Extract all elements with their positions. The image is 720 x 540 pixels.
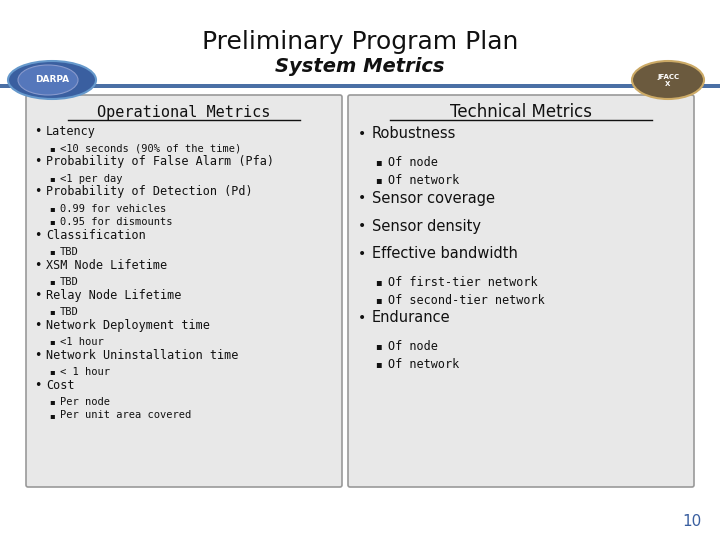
Text: Operational Metrics: Operational Metrics [97, 105, 271, 119]
Text: Of first-tier network: Of first-tier network [388, 275, 538, 288]
Text: Technical Metrics: Technical Metrics [450, 103, 592, 121]
Text: 0.95 for dismounts: 0.95 for dismounts [60, 217, 173, 227]
Text: DARPA: DARPA [35, 76, 69, 84]
Text: Per node: Per node [60, 397, 110, 407]
Text: •: • [35, 125, 42, 138]
Text: •: • [35, 259, 42, 272]
Text: •: • [35, 229, 42, 242]
Ellipse shape [632, 61, 704, 99]
Text: 10: 10 [683, 515, 702, 530]
Bar [0, 84, 720, 88]
Text: ▪: ▪ [49, 278, 55, 287]
Text: <10 seconds (90% of the time): <10 seconds (90% of the time) [60, 144, 241, 153]
Text: Probability of Detection (Pd): Probability of Detection (Pd) [46, 186, 253, 199]
Text: •: • [358, 247, 366, 261]
Text: Robustness: Robustness [372, 126, 456, 141]
Text: Per unit area covered: Per unit area covered [60, 410, 192, 421]
Text: Sensor density: Sensor density [372, 219, 481, 233]
Text: •: • [35, 289, 42, 302]
Text: ▪: ▪ [49, 307, 55, 316]
Text: Endurance: Endurance [372, 310, 451, 326]
Text: ▪: ▪ [49, 174, 55, 183]
Text: •: • [35, 319, 42, 332]
Text: Of network: Of network [388, 173, 459, 186]
Text: ▪: ▪ [49, 338, 55, 347]
Text: Cost: Cost [46, 379, 74, 392]
Text: ▪: ▪ [49, 397, 55, 407]
Text: •: • [35, 156, 42, 168]
Text: ▪: ▪ [374, 341, 382, 351]
Ellipse shape [18, 65, 78, 95]
Text: ▪: ▪ [49, 368, 55, 376]
Text: •: • [358, 219, 366, 233]
Text: 0.99 for vehicles: 0.99 for vehicles [60, 204, 166, 213]
Text: •: • [35, 349, 42, 362]
Text: •: • [358, 127, 366, 141]
Text: Of node: Of node [388, 340, 438, 353]
Text: TBD: TBD [60, 247, 78, 257]
FancyBboxPatch shape [26, 95, 342, 487]
Text: Classification: Classification [46, 229, 145, 242]
Text: •: • [35, 379, 42, 392]
Text: Probability of False Alarm (Pfa): Probability of False Alarm (Pfa) [46, 156, 274, 168]
Text: Latency: Latency [46, 125, 96, 138]
Text: Effective bandwidth: Effective bandwidth [372, 246, 518, 261]
Text: ▪: ▪ [374, 157, 382, 167]
Text: •: • [358, 311, 366, 325]
Text: Relay Node Lifetime: Relay Node Lifetime [46, 289, 181, 302]
Text: TBD: TBD [60, 277, 78, 287]
Text: ▪: ▪ [49, 144, 55, 153]
Text: TBD: TBD [60, 307, 78, 317]
Text: XSM Node Lifetime: XSM Node Lifetime [46, 259, 167, 272]
Text: Sensor coverage: Sensor coverage [372, 191, 495, 206]
Text: Of second-tier network: Of second-tier network [388, 294, 545, 307]
Text: Of node: Of node [388, 156, 438, 168]
Text: JFACC
X: JFACC X [657, 73, 679, 86]
Text: •: • [358, 191, 366, 205]
Text: System Metrics: System Metrics [275, 57, 445, 76]
Text: ▪: ▪ [49, 204, 55, 213]
Text: ▪: ▪ [49, 218, 55, 226]
Text: < 1 hour: < 1 hour [60, 367, 110, 377]
Text: ▪: ▪ [374, 277, 382, 287]
Text: ▪: ▪ [49, 411, 55, 420]
Text: ▪: ▪ [49, 247, 55, 256]
Ellipse shape [8, 61, 96, 99]
Text: ▪: ▪ [374, 175, 382, 185]
Text: •: • [35, 186, 42, 199]
Text: Of network: Of network [388, 357, 459, 370]
Text: Preliminary Program Plan: Preliminary Program Plan [202, 30, 518, 54]
Text: <1 hour: <1 hour [60, 337, 104, 347]
Text: ▪: ▪ [374, 359, 382, 369]
FancyBboxPatch shape [348, 95, 694, 487]
Text: ▪: ▪ [374, 295, 382, 305]
Text: Network Deployment time: Network Deployment time [46, 319, 210, 332]
Text: Network Uninstallation time: Network Uninstallation time [46, 349, 238, 362]
Text: <1 per day: <1 per day [60, 173, 122, 184]
